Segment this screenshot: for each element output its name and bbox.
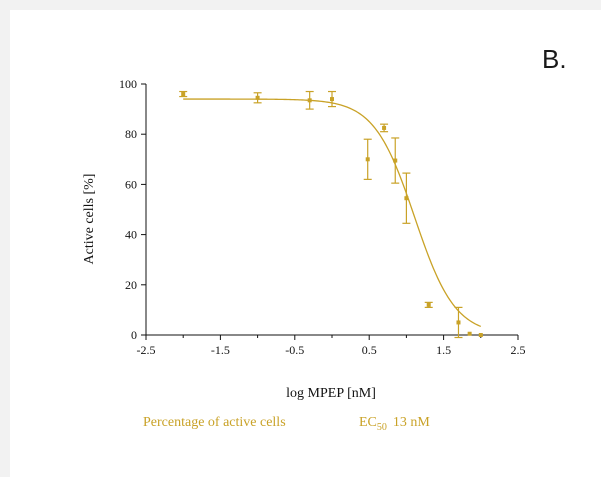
x-tick-label: 2.5 xyxy=(511,343,526,357)
dose-response-chart: 0 20 40 60 80 100 -2.5 -1.5 -0.5 0.5 1.5 2.5 log MP… xyxy=(82,77,526,433)
data-point xyxy=(456,320,461,325)
x-tick-label: -1.5 xyxy=(211,343,230,357)
x-tick-label: 1.5 xyxy=(436,343,451,357)
panel-label: B. xyxy=(542,44,567,74)
data-point xyxy=(307,98,312,103)
y-tick-label: 20 xyxy=(125,278,137,292)
y-tick-label: 80 xyxy=(125,127,137,141)
data-point xyxy=(330,97,334,102)
data-point xyxy=(467,331,472,336)
data-point xyxy=(181,92,186,97)
y-tick-label: 0 xyxy=(131,328,137,342)
fit-curve xyxy=(183,98,482,328)
data-point xyxy=(393,158,398,163)
x-tick-label: -2.5 xyxy=(137,343,156,357)
y-tick-label: 60 xyxy=(125,177,137,191)
ec-label: EC xyxy=(359,415,377,430)
data-point xyxy=(255,95,260,100)
y-axis-title: Active cells [%] xyxy=(82,174,97,265)
y-tick-label: 100 xyxy=(119,77,137,91)
data-point xyxy=(426,302,431,307)
data-points xyxy=(179,90,483,339)
data-point xyxy=(365,157,370,162)
figure-panel: 0 20 40 60 80 100 -2.5 -1.5 -0.5 0.5 1.5 2.5 log MP… xyxy=(10,10,601,477)
data-point xyxy=(478,333,483,337)
ec-subscript: 50 xyxy=(377,422,387,433)
x-tick-label: 0.5 xyxy=(362,343,377,357)
ec-value: 13 nM xyxy=(393,415,431,430)
x-tick-label: -0.5 xyxy=(285,343,304,357)
legend-ec50: EC50 13 nM xyxy=(359,415,430,433)
legend-series-label: Percentage of active cells xyxy=(143,415,286,430)
x-axis-title: log MPEP [nM] xyxy=(286,386,376,401)
data-point xyxy=(404,196,409,201)
y-tick-label: 40 xyxy=(125,228,137,242)
data-point xyxy=(382,125,387,130)
chart-axes: 0 20 40 60 80 100 -2.5 -1.5 -0.5 0.5 1.5 2.5 xyxy=(119,77,526,357)
